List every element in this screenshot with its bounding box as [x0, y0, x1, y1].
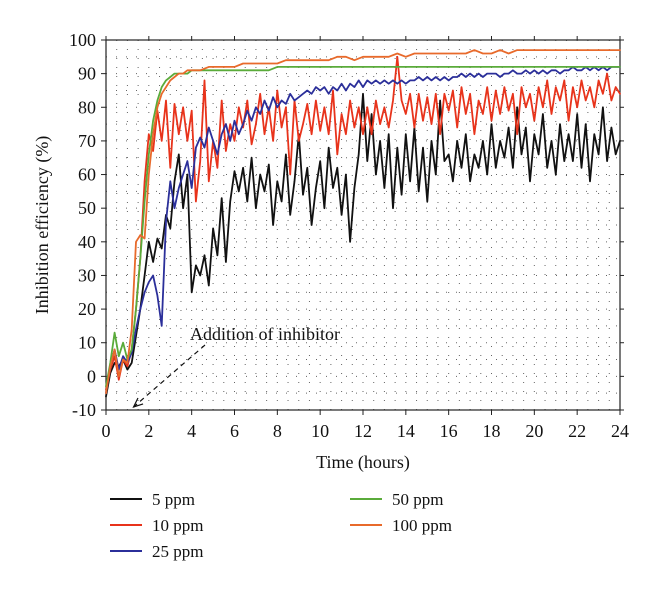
x-tick-label: 22: [568, 421, 586, 441]
x-tick-label: 8: [273, 421, 282, 441]
y-tick-label: 100: [69, 30, 96, 50]
y-tick-label: 90: [78, 64, 96, 84]
annotation-layer: Addition of inhibitor: [132, 324, 340, 409]
x-tick-label: 18: [483, 421, 501, 441]
y-tick-label: 40: [78, 232, 96, 252]
y-tick-label: 50: [78, 198, 96, 218]
y-axis-title: Inhibition efficiency (%): [32, 136, 53, 315]
y-tick-label: -10: [72, 400, 96, 420]
legend-label: 100 ppm: [392, 516, 452, 535]
x-tick-label: 2: [144, 421, 153, 441]
y-tick-label: 30: [78, 265, 96, 285]
x-tick-label: 10: [311, 421, 329, 441]
x-tick-label: 14: [397, 421, 415, 441]
axes-layer: 0 2 4 6 8 10 12 14 16 18 20 22 24-100102030405060708…: [69, 30, 629, 441]
legend-label: 5 ppm: [152, 490, 195, 509]
x-tick-label: 24: [611, 421, 629, 441]
legend-item-100-ppm: 100 ppm: [350, 516, 452, 535]
x-tick-label: 12: [354, 421, 372, 441]
y-tick-label: 10: [78, 333, 96, 353]
annotation-arrow-line: [133, 344, 206, 408]
y-tick-label: 60: [78, 165, 96, 185]
x-tick-label: 16: [440, 421, 458, 441]
y-tick-label: 70: [78, 131, 96, 151]
series-line-10-ppm: [105, 55, 621, 391]
annotation-label: Addition of inhibitor: [190, 324, 340, 344]
y-tick-label: 80: [78, 97, 96, 117]
series-line-100-ppm: [105, 49, 621, 395]
annotation-arrowhead: [132, 397, 144, 409]
legend: 5 ppm 10 ppm 25 ppm 50 ppm 100 ppm: [110, 490, 452, 561]
series-line-5-ppm: [105, 92, 621, 398]
series-line-25-ppm: [105, 66, 621, 395]
legend-label: 25 ppm: [152, 542, 203, 561]
legend-item-25-ppm: 25 ppm: [110, 542, 203, 561]
series-line-50-ppm: [105, 66, 621, 388]
x-tick-label: 0: [102, 421, 111, 441]
legend-label: 50 ppm: [392, 490, 443, 509]
legend-item-5-ppm: 5 ppm: [110, 490, 195, 509]
legend-item-10-ppm: 10 ppm: [110, 516, 203, 535]
x-tick-label: 6: [230, 421, 239, 441]
legend-label: 10 ppm: [152, 516, 203, 535]
y-tick-label: 20: [78, 299, 96, 319]
x-tick-label: 20: [525, 421, 543, 441]
x-axis-title: Time (hours): [316, 452, 410, 473]
series-layer: [105, 49, 621, 398]
y-tick-label: 0: [87, 366, 96, 386]
legend-item-50-ppm: 50 ppm: [350, 490, 443, 509]
x-tick-label: 4: [187, 421, 196, 441]
